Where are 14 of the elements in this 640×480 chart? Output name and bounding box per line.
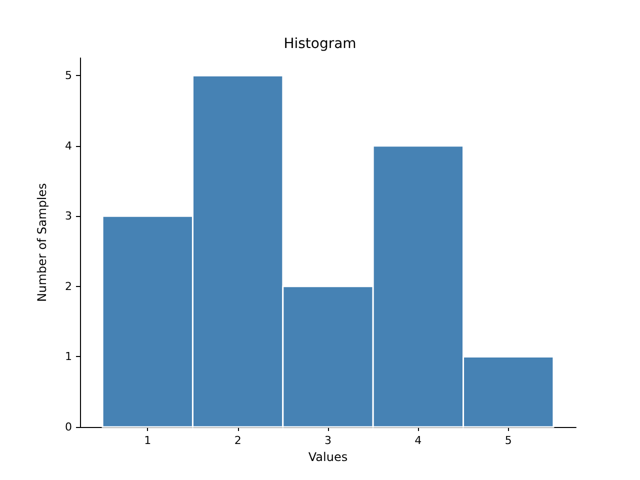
y-axis-title: Number of Samples <box>35 183 49 302</box>
y-tick-label: 1 <box>65 350 72 364</box>
y-tick-label: 5 <box>65 69 72 82</box>
y-tick-label: 0 <box>65 420 72 434</box>
x-tick-label: 2 <box>234 434 242 447</box>
chart-title: Histogram <box>284 36 356 52</box>
x-tick-label: 4 <box>414 434 422 447</box>
y-tick-label: 3 <box>65 210 72 223</box>
x-tick-label: 1 <box>144 434 152 447</box>
y-tick-label: 4 <box>65 139 72 152</box>
x-tick-label: 3 <box>324 434 332 447</box>
y-tick-label: 2 <box>65 280 72 293</box>
x-axis-title: Values <box>308 450 348 464</box>
x-tick-label: 5 <box>504 434 512 447</box>
